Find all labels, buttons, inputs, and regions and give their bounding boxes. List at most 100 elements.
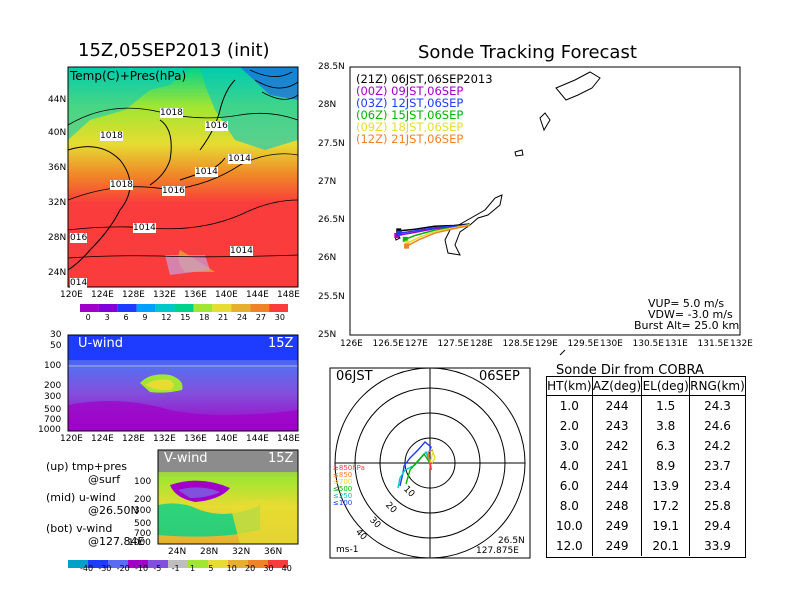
tracking-title: Sonde Tracking Forecast <box>418 42 637 63</box>
track-legend-item: (06Z) 15JST,06SEP <box>356 108 464 122</box>
p-tick: 200 <box>134 495 152 505</box>
v-wind-title: V-wind <box>164 451 208 466</box>
colorbar-label: 30 <box>263 564 274 573</box>
table-cell: 17.2 <box>641 496 690 516</box>
colorbar-swatch <box>108 560 128 568</box>
lon-tick: 144E <box>246 434 269 444</box>
colorbar-label: 3 <box>104 313 110 322</box>
colorbar-swatch <box>136 304 156 312</box>
lat-tick: 36N <box>48 163 67 173</box>
colorbar-swatch <box>168 560 188 568</box>
lon-tick: 148E <box>277 434 300 444</box>
table-cell: 1.0 <box>559 399 579 413</box>
colorbar-label: 21 <box>218 313 229 322</box>
polar-panel <box>329 367 531 559</box>
level-legend-item: ≤850 <box>333 471 353 479</box>
p-tick: 1000 <box>128 538 151 548</box>
info-line: VDW= -3.0 m/s <box>648 308 733 321</box>
track-end-point <box>404 243 410 249</box>
p-tick: 30 <box>50 330 62 340</box>
table-cell: 29.4 <box>688 516 745 536</box>
loc-lon: 127.875E <box>476 546 519 556</box>
lon-tick: 132E <box>153 290 176 300</box>
note-line: (mid) u-wind <box>46 491 116 504</box>
table-cell: 23.7 <box>688 456 745 476</box>
colorbar-label: 27 <box>255 313 267 322</box>
table-cell: 248 <box>591 496 642 516</box>
y-tick: 27N <box>318 176 337 187</box>
polar-label-left: 06JST <box>336 369 373 384</box>
colorbar-label: -5 <box>153 564 162 573</box>
lat-tick: 32N <box>48 198 67 208</box>
table-row: 12.0 249 20.1 33.9 <box>547 536 745 556</box>
table-cell: 24.2 <box>688 436 745 456</box>
track-line <box>399 223 470 234</box>
colorbar-swatch <box>268 560 288 568</box>
info-line: VUP= 5.0 m/s <box>648 297 725 310</box>
lon-tick: 136E <box>184 290 207 300</box>
table-cell: 24.3 <box>688 395 745 416</box>
x-tick: 131.5E <box>697 339 729 349</box>
colorbar-swatch <box>250 304 270 312</box>
lat-tick: 24N <box>48 268 67 278</box>
table-cell: 12.0 <box>555 539 583 553</box>
lon-tick: 140E <box>215 434 238 444</box>
init-title: 15Z,05SEP2013 (init) <box>78 40 270 61</box>
colorbar-label: -30 <box>98 564 112 573</box>
colorbar-label: -20 <box>116 564 130 573</box>
colorbar-label: -10 <box>135 564 149 573</box>
lat-tick: 40N <box>48 128 67 138</box>
colorbar-swatch <box>248 560 268 568</box>
table-cell: 8.0 <box>559 499 579 513</box>
table-cell: 8.9 <box>641 456 690 476</box>
lat-tick: 44N <box>48 95 67 105</box>
lon-tick: 120E <box>60 290 83 300</box>
table-row: 10.0 249 19.1 29.4 <box>547 516 745 536</box>
lon-tick: 148E <box>277 290 300 300</box>
table-row: 1.0 244 1.5 24.3 <box>547 395 745 416</box>
colorbar-label: 9 <box>142 313 148 322</box>
table-cell: 20.1 <box>641 536 690 556</box>
lat-tick: 32N <box>232 547 251 557</box>
table-cell: 249 <box>591 516 642 536</box>
level-legend-item: ≥850hPa <box>333 464 365 472</box>
isobar-label: 1016 <box>162 186 185 196</box>
table-cell: 244 <box>591 476 642 496</box>
colorbar-label: 0 <box>85 313 91 322</box>
p-tick: 100 <box>134 477 152 487</box>
track-end-point <box>402 236 408 242</box>
y-tick: 26N <box>318 253 337 264</box>
track-legend-item: (03Z) 12JST,06SEP <box>356 96 464 110</box>
lat-tick: 28N <box>200 547 219 557</box>
colorbar-label: 18 <box>199 313 210 322</box>
colorbar-label: 10 <box>226 564 237 573</box>
table-cell: 242 <box>591 436 642 456</box>
note-line: (bot) v-wind <box>46 522 113 535</box>
colorbar-label: 6 <box>123 313 129 322</box>
lon-tick: 124E <box>91 290 114 300</box>
colorbar-label: 20 <box>245 564 256 573</box>
lon-tick: 128E <box>122 290 145 300</box>
x-tick: 129E <box>535 339 558 349</box>
lon-tick: 136E <box>184 434 207 444</box>
x-tick: 127E <box>405 339 428 349</box>
lon-tick: 132E <box>153 434 176 444</box>
lat-tick: 28N <box>48 233 67 243</box>
x-tick: 126.5E <box>372 339 404 349</box>
colorbar-swatch <box>98 304 118 312</box>
p-tick: 300 <box>134 506 152 516</box>
table-cell: 19.1 <box>641 516 690 536</box>
v-wind-panel <box>157 449 299 545</box>
colorbar-swatch <box>188 560 208 568</box>
track-legend-item: (00Z) 09JST,06SEP <box>356 84 464 98</box>
lon-tick: 144E <box>246 290 269 300</box>
table-cell: 6.0 <box>559 479 579 493</box>
direction-table: HT(km) AZ(deg) EL(deg) RNG(km) 1.0 244 1.5… <box>546 376 746 558</box>
colorbar-swatch <box>228 560 248 568</box>
table-row: 8.0 248 17.2 25.8 <box>547 496 745 516</box>
table-cell: 2.0 <box>559 419 579 433</box>
unit-label: ms-1 <box>336 545 359 555</box>
colorbar-swatch <box>117 304 137 312</box>
table-cell: 243 <box>591 416 642 436</box>
table-cell: 6.3 <box>641 436 690 456</box>
